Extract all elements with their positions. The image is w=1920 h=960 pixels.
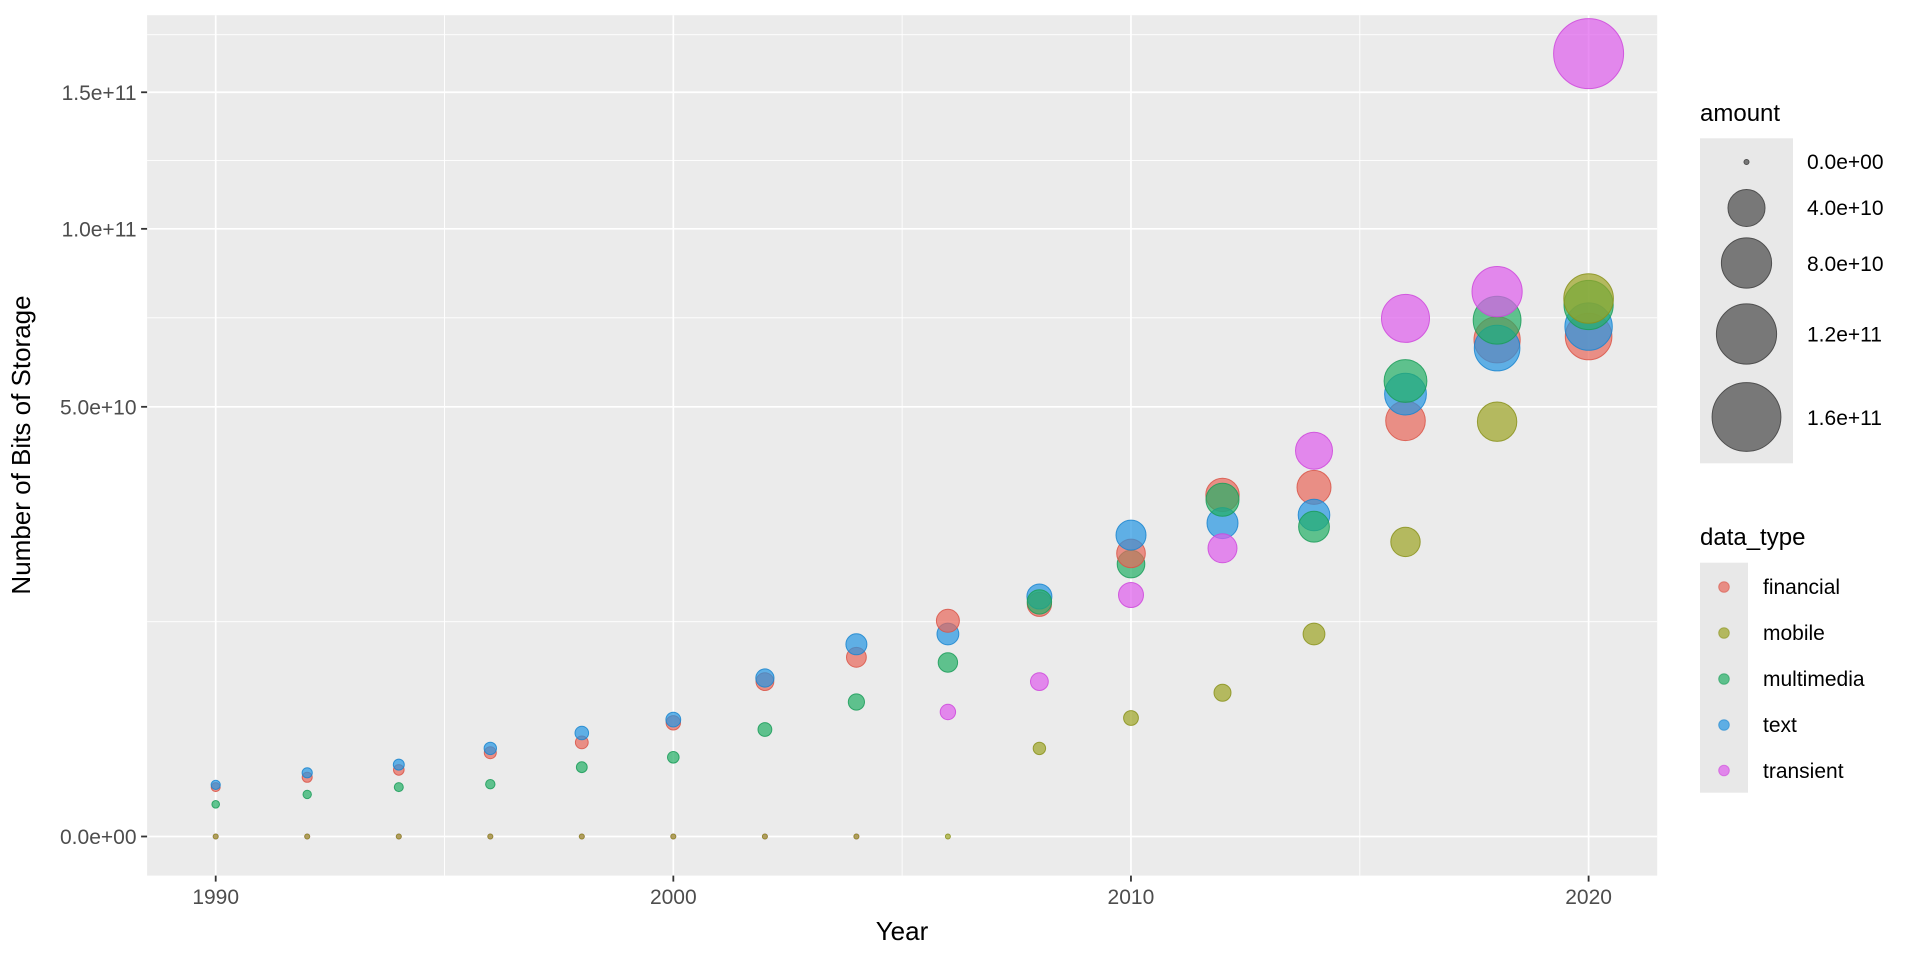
bubble-transient-2012 bbox=[1207, 533, 1238, 564]
bubble-text-1996 bbox=[483, 741, 497, 756]
bubble-mobile-1990 bbox=[212, 833, 219, 840]
bubble-transient-2010 bbox=[1118, 582, 1144, 608]
bubble-multimedia-2014 bbox=[1298, 510, 1330, 543]
bubble-mobile-2002 bbox=[761, 833, 768, 840]
data-points bbox=[210, 18, 1625, 840]
bubble-transient-2006 bbox=[939, 703, 957, 721]
bubble-mobile-1994 bbox=[395, 833, 402, 840]
legend-amount-label: 1.2e+11 bbox=[1807, 324, 1882, 347]
bubble-mobile-2012 bbox=[1213, 683, 1232, 702]
bubble-multimedia-1994 bbox=[393, 782, 404, 793]
legend-amount-size-swatch bbox=[1715, 303, 1778, 365]
bubble-mobile-2016 bbox=[1390, 526, 1421, 558]
legend-dot-text bbox=[1718, 719, 1730, 731]
bubble-mobile-1992 bbox=[304, 833, 311, 840]
bubble-transient-2020 bbox=[1553, 18, 1625, 90]
legend-dot-multimedia bbox=[1718, 673, 1730, 685]
legend-amount-title: amount bbox=[1700, 100, 1780, 127]
legend-amount-label: 8.0e+10 bbox=[1807, 253, 1884, 276]
bubble-transient-2016 bbox=[1381, 293, 1430, 343]
bubble-multimedia-1992 bbox=[302, 789, 312, 800]
bubble-multimedia-2002 bbox=[757, 722, 773, 737]
x-tick-label: 1990 bbox=[192, 886, 239, 909]
legend-amount-label: 1.6e+11 bbox=[1807, 407, 1882, 430]
bubble-multimedia-1998 bbox=[575, 761, 588, 774]
bubble-multimedia-2006 bbox=[937, 652, 959, 673]
minor-gridlines bbox=[147, 15, 1658, 876]
bubble-text-2010 bbox=[1115, 519, 1147, 551]
legend-data-type-label: text bbox=[1763, 714, 1797, 737]
bubble-text-1990 bbox=[210, 779, 221, 791]
x-tick-label: 2000 bbox=[650, 886, 697, 909]
bubble-multimedia-2000 bbox=[667, 751, 680, 764]
bubble-multimedia-1990 bbox=[211, 800, 220, 809]
bubble-mobile-2004 bbox=[853, 833, 860, 840]
bubble-mobile-2020 bbox=[1563, 273, 1614, 324]
major-gridlines bbox=[147, 15, 1658, 876]
y-tick-label: 1.5e+11 bbox=[62, 82, 137, 105]
bubble-transient-2014 bbox=[1295, 431, 1333, 470]
y-tick-label: 0.0e+00 bbox=[60, 826, 137, 849]
legend-dot-mobile bbox=[1718, 627, 1730, 639]
bubble-multimedia-2008 bbox=[1026, 589, 1053, 615]
bubble-financial-2006 bbox=[935, 608, 960, 633]
bubble-mobile-1996 bbox=[487, 833, 494, 840]
legend-amount-size-swatch bbox=[1727, 189, 1766, 227]
bubble-mobile-2010 bbox=[1123, 710, 1139, 726]
x-tick-label: 2010 bbox=[1108, 886, 1155, 909]
y-tick-label: 5.0e+10 bbox=[60, 396, 137, 419]
legend-amount-size-swatch bbox=[1720, 237, 1773, 289]
legend-amount-size-swatch bbox=[1711, 382, 1782, 452]
bubble-transient-2018 bbox=[1471, 266, 1523, 318]
bubble-multimedia-2012 bbox=[1205, 482, 1240, 517]
x-tick-label: 2020 bbox=[1565, 886, 1612, 909]
bubble-text-1992 bbox=[301, 767, 313, 779]
legend-amount-size-swatch bbox=[1743, 159, 1750, 165]
legend-amount-keys bbox=[1700, 138, 1793, 464]
axis-tick-marks bbox=[141, 91, 1590, 882]
legend-data-type-label: transient bbox=[1763, 760, 1844, 783]
legend-dot-financial bbox=[1718, 581, 1730, 593]
bubble-multimedia-2004 bbox=[847, 693, 866, 711]
legend-dot-transient bbox=[1718, 764, 1730, 777]
bubble-text-1994 bbox=[392, 758, 405, 771]
bubble-multimedia-2016 bbox=[1383, 359, 1428, 403]
legend-data-type-label: mobile bbox=[1763, 622, 1825, 645]
bubble-mobile-1998 bbox=[578, 833, 585, 840]
legend-data-type-keys bbox=[1700, 562, 1748, 793]
legend-data-type-label: multimedia bbox=[1763, 668, 1865, 691]
bubble-mobile-2014 bbox=[1302, 622, 1326, 646]
legend-data-type-label: financial bbox=[1763, 576, 1840, 599]
bubble-mobile-2000 bbox=[670, 833, 677, 840]
legend-amount-label: 0.0e+00 bbox=[1807, 151, 1884, 174]
legend-data-type-title: data_type bbox=[1700, 524, 1805, 551]
bubble-mobile-2008 bbox=[1032, 741, 1047, 756]
bubble-text-2004 bbox=[845, 633, 868, 656]
bubble-mobile-2006 bbox=[944, 833, 951, 840]
y-axis-title: Number of Bits of Storage bbox=[6, 295, 36, 594]
x-axis-title: Year bbox=[876, 916, 929, 946]
legend-amount-label: 4.0e+10 bbox=[1807, 197, 1884, 220]
bubble-mobile-2018 bbox=[1476, 401, 1518, 442]
bubble-text-1998 bbox=[574, 725, 590, 741]
y-tick-label: 1.0e+11 bbox=[62, 218, 137, 241]
bubble-transient-2008 bbox=[1030, 672, 1049, 691]
bubble-text-2002 bbox=[755, 668, 775, 688]
bubble-multimedia-1996 bbox=[485, 779, 496, 790]
bubble-text-2000 bbox=[665, 711, 682, 728]
